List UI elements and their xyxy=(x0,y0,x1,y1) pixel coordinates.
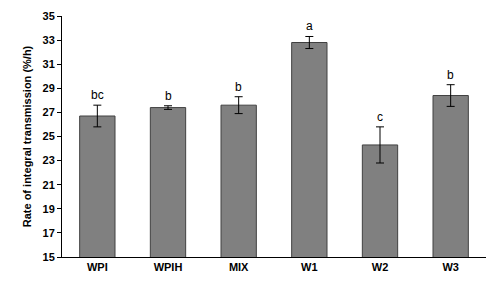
svg-text:23: 23 xyxy=(43,154,55,166)
svg-text:31: 31 xyxy=(43,58,55,70)
svg-text:15: 15 xyxy=(43,251,55,263)
svg-text:WPIH: WPIH xyxy=(154,261,183,273)
svg-text:a: a xyxy=(306,19,313,33)
svg-text:b: b xyxy=(235,80,242,94)
svg-text:33: 33 xyxy=(43,34,55,46)
svg-text:19: 19 xyxy=(43,203,55,215)
svg-text:c: c xyxy=(377,110,383,124)
svg-text:35: 35 xyxy=(43,10,55,22)
svg-text:b: b xyxy=(165,89,172,103)
svg-text:Rate of integral transmission: Rate of integral transmission (%/h) xyxy=(21,45,33,227)
svg-text:b: b xyxy=(447,68,454,82)
svg-text:27: 27 xyxy=(43,106,55,118)
svg-text:29: 29 xyxy=(43,82,55,94)
svg-text:bc: bc xyxy=(91,88,104,102)
svg-text:W3: W3 xyxy=(442,261,459,273)
svg-text:MIX: MIX xyxy=(229,261,249,273)
svg-text:25: 25 xyxy=(43,130,55,142)
svg-text:W2: W2 xyxy=(372,261,389,273)
svg-text:WPI: WPI xyxy=(87,261,108,273)
svg-text:17: 17 xyxy=(43,227,55,239)
svg-text:21: 21 xyxy=(43,179,55,191)
svg-text:W1: W1 xyxy=(301,261,318,273)
